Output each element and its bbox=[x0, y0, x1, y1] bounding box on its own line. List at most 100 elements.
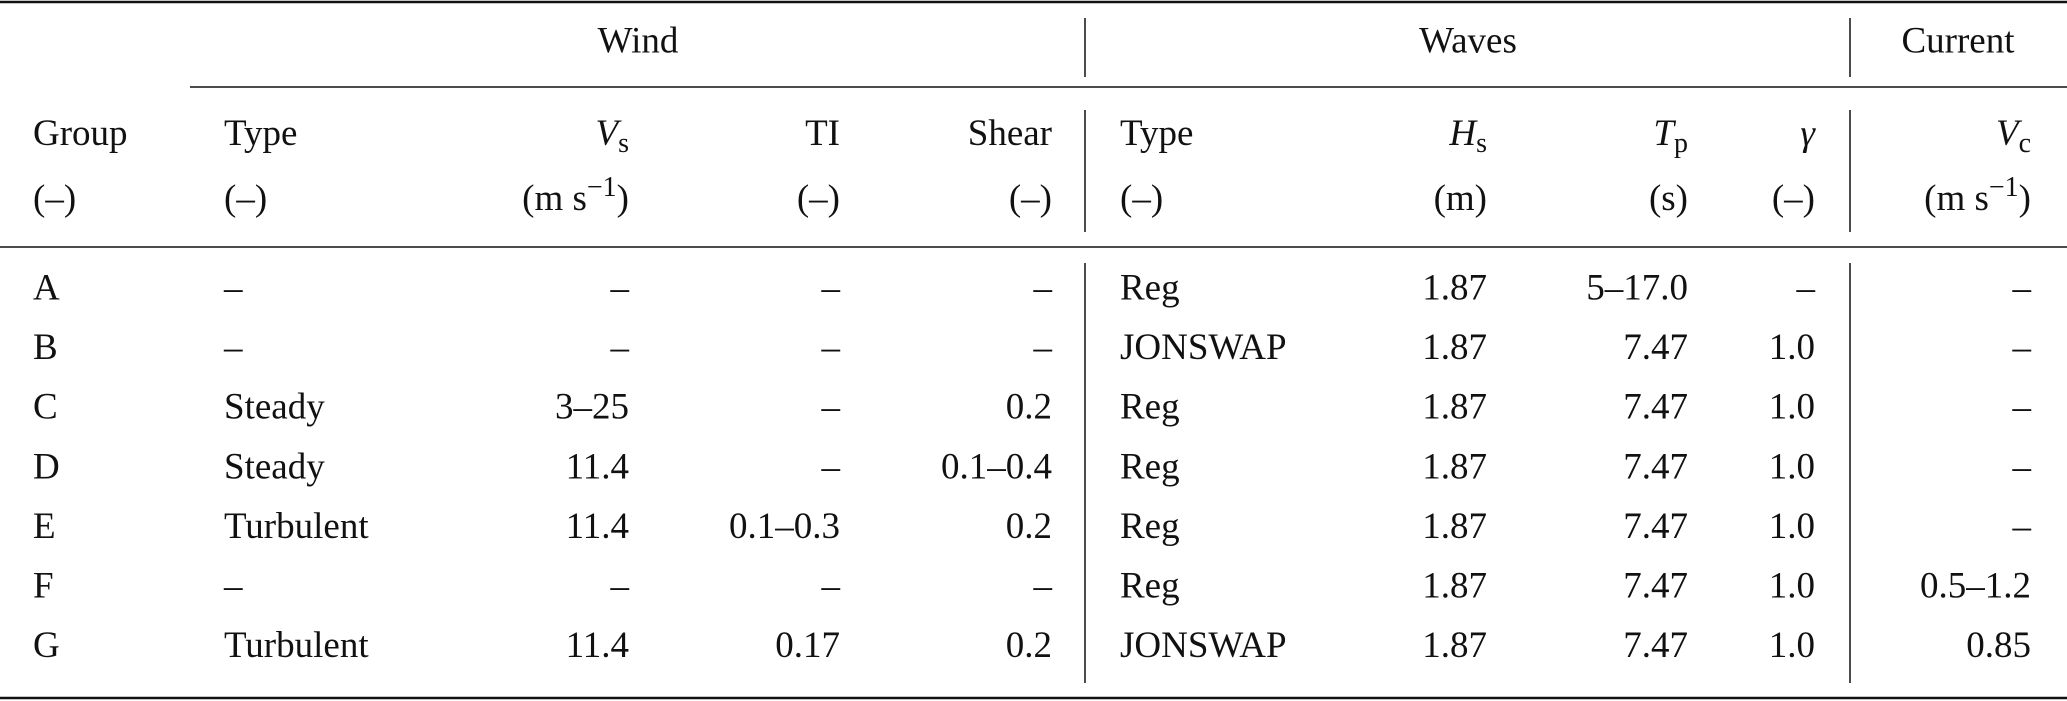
cell: 1.0 bbox=[1769, 506, 1815, 547]
column-header: Group bbox=[33, 113, 128, 154]
column-header: TI bbox=[805, 113, 840, 154]
unit-superscript: −1 bbox=[587, 172, 617, 203]
cell: 1.87 bbox=[1422, 446, 1487, 487]
column-unit: (m s−1) bbox=[522, 172, 629, 219]
header-subscript: s bbox=[1476, 128, 1487, 159]
cell: Turbulent bbox=[224, 506, 369, 547]
unit: (–) bbox=[224, 178, 267, 219]
header-name: Type bbox=[1120, 113, 1193, 154]
unit: (–) bbox=[1772, 178, 1815, 219]
column-unit: (–) bbox=[33, 178, 76, 219]
cell: – bbox=[1033, 327, 1053, 368]
cell: 1.0 bbox=[1769, 327, 1815, 368]
column-header: Type bbox=[1120, 113, 1193, 154]
cell: 3–25 bbox=[555, 387, 629, 428]
cell: JONSWAP bbox=[1120, 625, 1287, 666]
cell: C bbox=[33, 387, 58, 428]
cell: Reg bbox=[1120, 565, 1180, 606]
unit: (m s bbox=[522, 178, 587, 219]
group-header: Waves bbox=[1419, 20, 1517, 61]
cell: 0.2 bbox=[1006, 506, 1052, 547]
cell: – bbox=[1033, 565, 1053, 606]
cell: – bbox=[2012, 446, 2032, 487]
cell: A bbox=[33, 267, 60, 308]
cell: G bbox=[33, 625, 60, 666]
column-unit: (–) bbox=[1009, 178, 1052, 219]
cell: – bbox=[821, 446, 841, 487]
cell: D bbox=[33, 446, 60, 487]
cell: 7.47 bbox=[1623, 446, 1688, 487]
column-unit: (m s−1) bbox=[1924, 172, 2031, 219]
column-header: γ bbox=[1800, 113, 1816, 154]
header-symbol: H bbox=[1448, 113, 1478, 154]
cell: – bbox=[821, 267, 841, 308]
column-header: Hs bbox=[1448, 113, 1487, 159]
column-unit: (–) bbox=[1120, 178, 1163, 219]
cell: JONSWAP bbox=[1120, 327, 1287, 368]
group-header: Wind bbox=[598, 20, 679, 61]
cell: – bbox=[610, 565, 630, 606]
unit: (–) bbox=[1009, 178, 1052, 219]
unit: (–) bbox=[33, 178, 76, 219]
cell: F bbox=[33, 565, 54, 606]
cell: 11.4 bbox=[566, 446, 629, 487]
header-symbol: T bbox=[1653, 113, 1676, 154]
cell: – bbox=[610, 327, 630, 368]
unit-superscript: −1 bbox=[1989, 172, 2019, 203]
cell: Steady bbox=[224, 446, 325, 487]
cell: – bbox=[821, 565, 841, 606]
cell: – bbox=[223, 267, 243, 308]
cell: Steady bbox=[224, 387, 325, 428]
header-name: TI bbox=[805, 113, 840, 154]
group-header: Current bbox=[1901, 20, 2015, 61]
cell: – bbox=[1796, 267, 1816, 308]
unit: (m) bbox=[1434, 178, 1487, 219]
cell: 7.47 bbox=[1623, 327, 1688, 368]
column-header: Vc bbox=[1996, 113, 2031, 159]
header-name: Shear bbox=[968, 113, 1052, 154]
cell: 0.17 bbox=[775, 625, 840, 666]
column-header: Vs bbox=[595, 113, 629, 159]
cell: – bbox=[2012, 267, 2032, 308]
cell: – bbox=[821, 387, 841, 428]
cell: B bbox=[33, 327, 58, 368]
header-subscript: p bbox=[1674, 128, 1688, 159]
cell: 1.0 bbox=[1769, 565, 1815, 606]
unit: (–) bbox=[1120, 178, 1163, 219]
cell: E bbox=[33, 506, 56, 547]
column-unit: (–) bbox=[1772, 178, 1815, 219]
cell: 1.0 bbox=[1769, 446, 1815, 487]
cell: – bbox=[223, 565, 243, 606]
cell: 7.47 bbox=[1623, 387, 1688, 428]
cell: – bbox=[2012, 387, 2032, 428]
unit: (m s bbox=[1924, 178, 1989, 219]
unit-end: ) bbox=[617, 178, 629, 219]
cell: Reg bbox=[1120, 387, 1180, 428]
cell: – bbox=[610, 267, 630, 308]
cell: – bbox=[821, 327, 841, 368]
unit: (s) bbox=[1649, 178, 1688, 219]
cell: 0.1–0.4 bbox=[941, 446, 1052, 487]
cell: 1.87 bbox=[1422, 327, 1487, 368]
header-symbol: γ bbox=[1800, 113, 1816, 154]
cell: Reg bbox=[1120, 267, 1180, 308]
cell: 0.85 bbox=[1966, 625, 2031, 666]
cell: 1.87 bbox=[1422, 267, 1487, 308]
column-header: Shear bbox=[968, 113, 1052, 154]
header-name: Type bbox=[224, 113, 297, 154]
cell: 0.2 bbox=[1006, 387, 1052, 428]
dividers bbox=[1084, 18, 1851, 683]
cell: 1.87 bbox=[1422, 565, 1487, 606]
header-symbol: V bbox=[595, 113, 622, 154]
cell: – bbox=[2012, 327, 2032, 368]
cell: – bbox=[1033, 267, 1053, 308]
cell: Reg bbox=[1120, 446, 1180, 487]
cell: Turbulent bbox=[224, 625, 369, 666]
column-header: Type bbox=[224, 113, 297, 154]
cell: 7.47 bbox=[1623, 565, 1688, 606]
cell: 1.0 bbox=[1769, 387, 1815, 428]
cell: 11.4 bbox=[566, 625, 629, 666]
header-symbol: V bbox=[1996, 113, 2023, 154]
cell: – bbox=[223, 327, 243, 368]
